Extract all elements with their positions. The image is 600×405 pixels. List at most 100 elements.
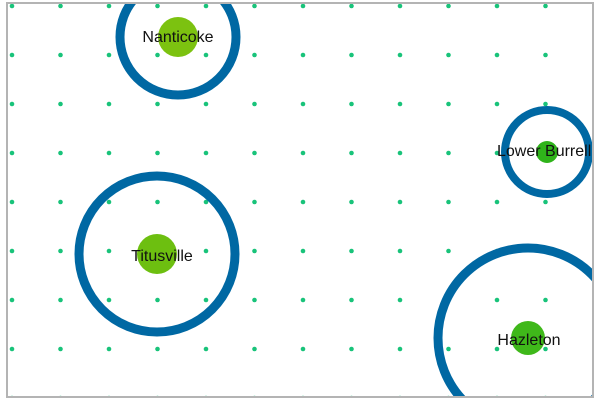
grid-dot xyxy=(9,297,15,303)
grid-dot xyxy=(349,248,354,254)
grid-dot xyxy=(446,346,451,352)
grid-dot xyxy=(349,52,354,58)
grid-dot xyxy=(203,52,209,58)
city-marker-hazleton[interactable] xyxy=(511,321,545,355)
grid-dot xyxy=(543,297,548,303)
grid-dot xyxy=(349,297,354,303)
grid-dot xyxy=(9,150,15,156)
grid-dot xyxy=(397,150,403,156)
grid-dot xyxy=(349,101,354,107)
grid-dot xyxy=(349,199,354,205)
grid-dot xyxy=(58,4,63,9)
grid-dot xyxy=(252,4,257,9)
city-label-lower-burrell: Lower Burrell xyxy=(497,143,591,160)
grid-dot xyxy=(543,4,548,9)
grid-dot xyxy=(446,199,451,205)
grid-dot xyxy=(155,199,160,205)
grid-dot xyxy=(252,101,257,107)
city-label-titusville: Titusville xyxy=(131,248,193,265)
grid-dot xyxy=(107,395,111,396)
grid-dot xyxy=(398,395,402,396)
grid-dot xyxy=(543,199,548,205)
city-label-nanticoke: Nanticoke xyxy=(142,29,213,46)
range-ring-nanticoke xyxy=(115,4,241,100)
map-frame[interactable]: Nanticoke Lower Burrell Titusville Hazle… xyxy=(6,2,594,398)
city-marker-nanticoke[interactable] xyxy=(158,17,198,57)
grid-dot xyxy=(349,150,354,156)
grid-dot xyxy=(301,395,305,396)
grid-dot xyxy=(494,4,500,9)
grid-dot xyxy=(204,395,208,396)
range-ring-lower-burrell xyxy=(501,106,592,198)
map-canvas[interactable]: Nanticoke Lower Burrell Titusville Hazle… xyxy=(6,2,594,398)
grid-dot xyxy=(252,346,257,352)
grid-dot xyxy=(495,395,499,396)
grid-dot xyxy=(300,346,306,352)
grid-dot xyxy=(397,248,403,254)
city-labels: Nanticoke Lower Burrell Titusville Hazle… xyxy=(131,29,591,349)
grid-dot xyxy=(106,346,112,352)
grid-dot xyxy=(544,395,547,396)
grid-dot xyxy=(106,248,112,254)
grid-dot xyxy=(155,4,160,9)
grid-dot xyxy=(155,101,160,107)
grid-dot xyxy=(155,346,160,352)
city-marker-lower-burrell[interactable] xyxy=(536,141,558,163)
grid-dot xyxy=(252,52,257,58)
grid-dot xyxy=(494,199,500,205)
grid-dot xyxy=(252,199,257,205)
grid-dot xyxy=(106,297,112,303)
range-rings xyxy=(74,4,592,396)
grid-dot xyxy=(58,297,63,303)
grid-dot xyxy=(203,150,209,156)
grid-dot xyxy=(300,101,306,107)
grid-dot xyxy=(58,199,63,205)
grid-dot xyxy=(397,52,403,58)
grid-dot xyxy=(106,4,112,9)
grid-dot xyxy=(397,297,403,303)
city-marker-titusville[interactable] xyxy=(137,234,177,274)
grid-dot xyxy=(252,297,257,303)
grid-dot xyxy=(446,248,451,254)
grid-dot xyxy=(58,150,63,156)
grid-dot xyxy=(494,52,500,58)
city-markers xyxy=(137,17,558,355)
grid-dot xyxy=(397,4,403,9)
range-ring-hazleton xyxy=(433,243,592,396)
grid-dot xyxy=(446,52,451,58)
grid-dot xyxy=(300,150,306,156)
grid-dot xyxy=(9,101,15,107)
grid-dot xyxy=(155,150,160,156)
grid-dot xyxy=(446,4,451,9)
grid-dot xyxy=(253,395,256,396)
city-label-hazleton: Hazleton xyxy=(497,332,560,349)
grid-dot xyxy=(397,199,403,205)
grid-dot xyxy=(9,248,15,254)
grid-dot xyxy=(203,297,209,303)
grid-dot xyxy=(349,346,354,352)
grid-dot xyxy=(106,150,112,156)
grid-dot xyxy=(252,150,257,156)
grid-dot xyxy=(447,395,450,396)
grid-dot xyxy=(58,101,63,107)
grid-dot xyxy=(156,395,159,396)
grid-dot xyxy=(203,199,209,205)
grid-dot xyxy=(9,4,15,9)
grid-dot xyxy=(446,150,451,156)
grid-dot xyxy=(9,199,15,205)
grid-dot xyxy=(494,346,500,352)
grid-dot xyxy=(58,52,63,58)
grid-dot xyxy=(397,346,403,352)
grid-dot xyxy=(106,199,112,205)
grid-dot xyxy=(252,248,257,254)
grid-dot xyxy=(58,346,63,352)
grid-dot xyxy=(300,248,306,254)
grid-dot xyxy=(58,248,63,254)
grid-dot xyxy=(494,101,500,107)
grid-dot xyxy=(106,52,112,58)
grid-dot xyxy=(300,199,306,205)
grid-dots xyxy=(9,4,548,396)
grid-dot xyxy=(300,4,306,9)
grid-dot xyxy=(203,101,209,107)
grid-dot xyxy=(350,395,353,396)
